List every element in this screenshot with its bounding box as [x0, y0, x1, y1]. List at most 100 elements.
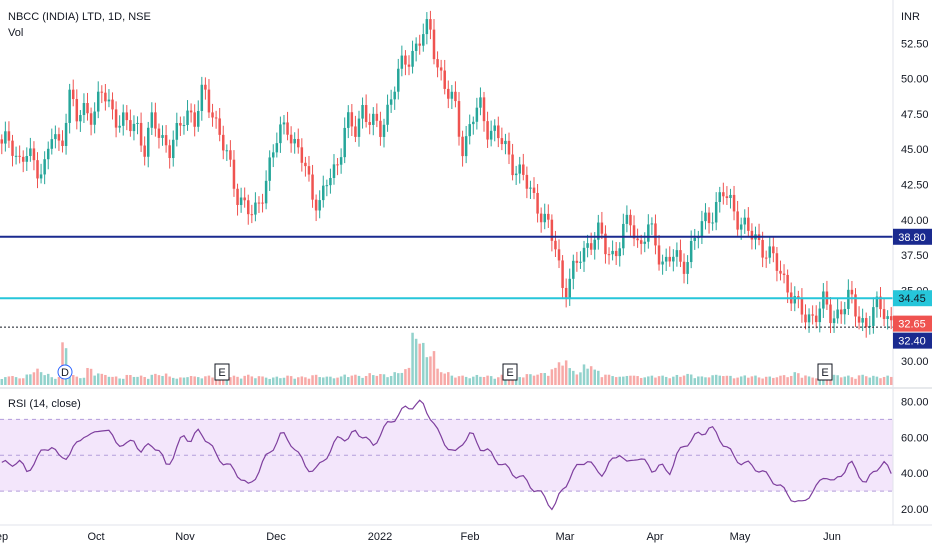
- volume-bar: [275, 376, 279, 385]
- volume-bar: [307, 378, 311, 385]
- volume-bar: [289, 376, 293, 385]
- volume-bar: [761, 378, 764, 385]
- volume-bar: [304, 377, 307, 385]
- candle: [397, 68, 400, 92]
- badge-level-low: 32.40: [893, 332, 932, 349]
- volume-bar: [225, 377, 229, 385]
- volume-bar: [414, 338, 418, 385]
- earnings-marker[interactable]: E: [502, 363, 518, 381]
- candle: [843, 308, 847, 315]
- candle: [839, 309, 843, 315]
- volume-bar: [293, 378, 296, 385]
- candle: [261, 202, 264, 204]
- volume-bar: [639, 377, 643, 385]
- candle: [164, 135, 168, 146]
- volume-bar: [536, 374, 539, 385]
- volume-bar: [54, 378, 57, 385]
- volume-bar: [125, 374, 129, 385]
- candle: [504, 140, 507, 145]
- candle: [672, 256, 675, 262]
- volume-bar: [297, 377, 300, 385]
- volume-bar: [850, 377, 854, 385]
- candle: [857, 316, 861, 323]
- candle: [607, 254, 611, 256]
- volume-bar: [14, 377, 18, 385]
- candle: [282, 122, 286, 125]
- candle: [882, 309, 886, 319]
- candle: [104, 92, 107, 102]
- candle: [729, 194, 732, 199]
- volume-bar: [447, 372, 450, 385]
- volume-bar: [336, 377, 339, 385]
- candle: [43, 159, 46, 175]
- volume-bar: [75, 376, 79, 385]
- currency-label: INR: [901, 11, 920, 23]
- candle: [475, 107, 479, 122]
- volume-bar: [514, 376, 518, 385]
- volume-bar: [250, 376, 254, 385]
- volume-bar: [121, 378, 125, 385]
- rsi-tick-label: 20.00: [901, 504, 929, 516]
- volume-bar: [697, 376, 700, 385]
- candle: [629, 214, 632, 226]
- candle: [79, 115, 82, 122]
- candle: [600, 222, 604, 234]
- candle: [214, 117, 218, 119]
- volume-bar: [318, 377, 321, 385]
- volume-bar: [554, 367, 557, 385]
- candle: [497, 125, 500, 139]
- candle: [111, 99, 114, 110]
- candle: [286, 122, 289, 135]
- candle: [643, 241, 646, 244]
- candle: [211, 112, 214, 118]
- candle: [179, 123, 182, 126]
- volume-bar: [439, 372, 443, 385]
- time-tick-label: Dec: [266, 531, 286, 543]
- volume-bar: [754, 375, 757, 385]
- volume-bar: [729, 375, 732, 385]
- volume-bar: [361, 377, 364, 385]
- volume-bar: [36, 368, 39, 385]
- volume-bar: [500, 374, 504, 385]
- candle: [379, 120, 382, 137]
- candle: [229, 150, 232, 160]
- volume-bar: [443, 373, 446, 385]
- volume-bar: [707, 377, 711, 385]
- volume-bar: [150, 374, 154, 385]
- volume-bar: [0, 379, 4, 385]
- volume-bar: [343, 374, 346, 385]
- candle: [400, 55, 404, 69]
- volume-bar: [643, 377, 646, 385]
- volume-bar: [657, 376, 661, 385]
- candle: [775, 253, 779, 271]
- dividend-marker[interactable]: D: [57, 364, 73, 380]
- volume-bar: [96, 373, 100, 385]
- candle: [264, 180, 268, 204]
- volume-bar: [793, 372, 797, 385]
- earnings-marker[interactable]: E: [214, 363, 230, 381]
- candle: [332, 164, 336, 178]
- candle: [750, 230, 754, 240]
- volume-bar: [779, 375, 782, 385]
- candle: [96, 91, 100, 112]
- rsi-label: RSI (14, close): [8, 398, 81, 410]
- candle: [157, 128, 161, 138]
- candle: [339, 157, 343, 165]
- candle: [686, 262, 689, 274]
- candle: [257, 202, 261, 204]
- candle: [879, 296, 882, 310]
- time-tick-label: ep: [0, 531, 8, 543]
- volume-bar: [104, 374, 107, 385]
- volume-bar: [143, 376, 146, 385]
- candle: [575, 260, 579, 263]
- volume-bar: [461, 375, 464, 385]
- candle: [236, 188, 239, 205]
- earnings-marker[interactable]: E: [817, 363, 833, 381]
- volume-bar: [350, 375, 354, 385]
- candle: [393, 91, 396, 100]
- volume-bar: [522, 377, 525, 385]
- rsi-line-path: [1, 399, 892, 511]
- candle: [343, 127, 346, 158]
- candle: [793, 296, 797, 304]
- volume-bar: [432, 351, 436, 385]
